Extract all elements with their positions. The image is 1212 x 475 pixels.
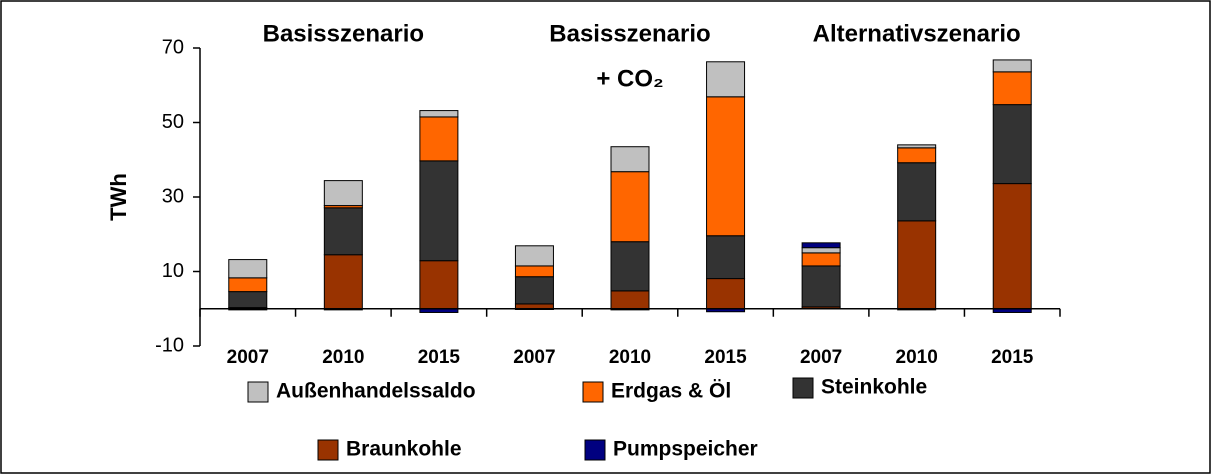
bar-segment (228, 259, 268, 279)
legend-label: Pumpspeicher (613, 438, 758, 461)
bar-segment (228, 291, 268, 309)
bar-segment (419, 116, 459, 162)
legend-swatch (317, 439, 339, 461)
bar-segment (514, 265, 554, 278)
bar-segment (706, 235, 746, 280)
x-tick-label: 2010 (322, 347, 364, 368)
bar-segment (610, 146, 650, 173)
legend-swatch (247, 381, 269, 403)
bar-segment (801, 252, 841, 267)
legend-swatch (582, 381, 604, 403)
y-tick-label: -10 (155, 334, 184, 356)
legend-swatch (584, 439, 606, 461)
bar-segment (323, 180, 363, 207)
legend-swatch (792, 377, 814, 399)
legend-label: Steinkohle (821, 376, 927, 399)
x-tick-label: 2010 (896, 347, 938, 368)
bar-segment (610, 171, 650, 243)
bar-segment (897, 144, 937, 149)
bar-segment (419, 160, 459, 262)
legend-label: Braunkohle (346, 438, 462, 461)
bar-segment (992, 183, 1032, 310)
group-title: Basisszenario (263, 20, 424, 47)
bar-segment (897, 220, 937, 310)
bar-segment (610, 290, 650, 310)
group-title: Alternativszenario (813, 20, 1021, 47)
y-tick-label: 50 (162, 111, 184, 133)
bar-segment (801, 247, 841, 254)
bar-segment (897, 162, 937, 222)
y-tick-label: 10 (162, 260, 184, 282)
bar-segment (801, 242, 841, 249)
legend-label: Außenhandelssaldo (276, 380, 476, 403)
bar-segment (419, 110, 459, 118)
group-title: Basisszenario (549, 20, 710, 47)
x-tick-label: 2015 (418, 347, 461, 368)
bar-segment (801, 265, 841, 308)
bar-segment (992, 104, 1032, 185)
bar-segment (706, 61, 746, 98)
bar-segment (706, 278, 746, 310)
x-tick-label: 2007 (513, 347, 555, 368)
bar-segment (514, 276, 554, 305)
bar-segment (228, 277, 268, 293)
y-tick-label: 70 (162, 36, 184, 58)
x-tick-label: 2015 (704, 347, 747, 368)
bar-segment (992, 71, 1032, 106)
bar-segment (323, 254, 363, 310)
bar-segment (897, 147, 937, 164)
legend-label: Erdgas & Öl (611, 380, 731, 403)
group-subtitle: + CO₂ (596, 65, 663, 92)
x-tick-label: 2010 (609, 347, 651, 368)
x-tick-label: 2007 (227, 347, 269, 368)
bar-segment (992, 59, 1032, 73)
y-axis-label: TWh (106, 173, 131, 221)
y-tick-label: 30 (162, 185, 184, 207)
bar-segment (610, 241, 650, 292)
bar-segment (514, 245, 554, 267)
x-tick-label: 2015 (991, 347, 1034, 368)
bar-segment (706, 96, 746, 237)
bar-segment (323, 207, 363, 256)
x-tick-label: 2007 (800, 347, 842, 368)
bar-segment (419, 260, 459, 310)
